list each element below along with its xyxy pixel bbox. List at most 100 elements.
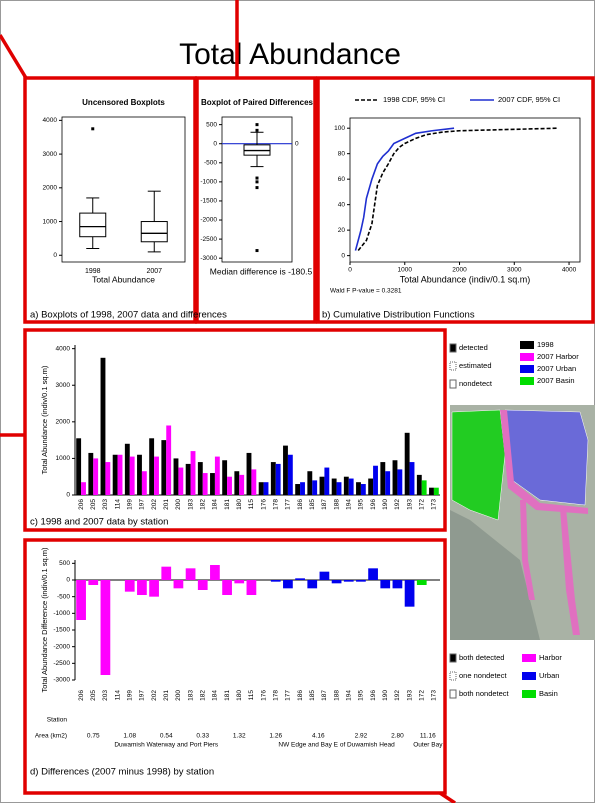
bar xyxy=(198,580,208,590)
legend-swatch xyxy=(450,672,456,680)
x-tick-label: 2000 xyxy=(452,267,467,274)
y-tick-label: 3000 xyxy=(43,151,58,158)
legend-label: both nondetect xyxy=(459,689,510,698)
bar xyxy=(271,580,281,582)
annotation: Median difference is -180.5 xyxy=(210,266,313,276)
bar xyxy=(210,473,215,495)
y-tick-label: -2500 xyxy=(200,236,217,243)
bar xyxy=(247,453,252,495)
bar xyxy=(307,580,317,588)
outlier xyxy=(256,123,259,126)
caption: b) Cumulative Distribution Functions xyxy=(322,310,475,321)
bar xyxy=(142,471,147,495)
bar xyxy=(105,462,110,495)
chart-title: Boxplot of Paired Differences xyxy=(201,98,314,107)
x-tick-label: 190 xyxy=(382,499,389,510)
bar xyxy=(349,479,354,495)
bar xyxy=(405,580,415,607)
x-tick-label: 188 xyxy=(333,499,340,510)
y-tick-label: -3000 xyxy=(200,255,217,262)
y-tick-label: -1000 xyxy=(200,179,217,186)
bar xyxy=(264,482,269,495)
legend-swatch xyxy=(450,362,456,370)
x-tick-label: 186 xyxy=(297,499,304,510)
bar xyxy=(88,453,93,495)
x-tick-label: 202 xyxy=(151,499,158,510)
bar xyxy=(227,477,232,495)
area-value: 0.75 xyxy=(87,733,100,740)
bar xyxy=(222,460,227,495)
outlier xyxy=(256,180,259,183)
box xyxy=(141,222,167,242)
bar xyxy=(101,358,106,495)
bar xyxy=(234,580,244,583)
bar xyxy=(203,473,208,495)
x-tick-label: 182 xyxy=(199,499,206,510)
legend-label: Basin xyxy=(539,689,558,698)
y-tick-label: -500 xyxy=(204,160,217,167)
legend-swatch xyxy=(450,380,456,388)
x-tick-label: 177 xyxy=(285,499,292,510)
x-tick-label: 199 xyxy=(126,690,133,701)
x-tick-label: 180 xyxy=(236,499,243,510)
bar xyxy=(380,580,390,588)
bar xyxy=(283,446,288,495)
bar xyxy=(166,425,171,495)
x-tick-label: 193 xyxy=(406,690,413,701)
x-tick-label: 194 xyxy=(345,690,352,701)
region-label: NW Edge and Bay E of Duwamish Head xyxy=(278,742,395,749)
x-tick-label: 192 xyxy=(394,690,401,701)
bar xyxy=(259,482,264,495)
legend-swatch xyxy=(522,654,536,662)
legend-label: 2007 Urban xyxy=(537,364,576,373)
x-tick-label: 200 xyxy=(175,499,182,510)
legend-swatch xyxy=(522,690,536,698)
bar xyxy=(312,480,317,495)
y-tick-label: 1000 xyxy=(43,218,58,225)
bar xyxy=(295,578,305,580)
x-tick-label: 205 xyxy=(90,690,97,701)
legend-label: 2007 CDF, 95% CI xyxy=(498,95,560,104)
bar xyxy=(295,484,300,495)
caption: a) Boxplots of 1998, 2007 data and diffe… xyxy=(30,310,227,321)
legend-swatch xyxy=(520,341,534,349)
bar xyxy=(422,480,427,495)
bar xyxy=(191,451,196,495)
x-tick-label: 173 xyxy=(431,499,438,510)
area-label: Area (km2) xyxy=(35,733,67,740)
bar xyxy=(125,444,130,495)
y-tick-label: -3000 xyxy=(53,677,70,684)
y-axis-label: Total Abundance (indiv/0.1 sq.m) xyxy=(40,365,49,474)
bar xyxy=(186,568,196,580)
page-title: Total Abundance xyxy=(179,38,401,71)
area-value: 0.33 xyxy=(196,733,209,740)
x-tick-label: 115 xyxy=(248,499,255,510)
bar xyxy=(356,580,366,582)
bar xyxy=(186,464,191,495)
x-tick-label: 200 xyxy=(175,690,182,701)
y-tick-label: 1000 xyxy=(56,455,71,462)
bar xyxy=(417,580,427,585)
x-tick-label: 197 xyxy=(139,690,146,701)
y-tick-label: 0 xyxy=(66,492,70,499)
bar xyxy=(288,455,293,495)
bar xyxy=(324,468,329,495)
bar xyxy=(271,462,276,495)
bar xyxy=(393,580,403,588)
bar xyxy=(356,482,361,495)
y-tick-label: -1000 xyxy=(53,610,70,617)
bar xyxy=(380,462,385,495)
bar xyxy=(300,482,305,495)
bar xyxy=(161,440,166,495)
bar xyxy=(234,471,239,495)
reference-label: 0 xyxy=(295,140,299,147)
x-tick-label: 188 xyxy=(333,690,340,701)
y-axis-label: Total Abundance Difference (indiv/0.1 sq… xyxy=(40,547,49,692)
x-tick-label: 114 xyxy=(114,499,121,510)
x-tick-label: 177 xyxy=(285,690,292,701)
legend-label: 2007 Basin xyxy=(537,376,575,385)
y-tick-label: -2500 xyxy=(53,660,70,667)
legend-swatch xyxy=(450,654,456,662)
y-tick-label: 100 xyxy=(334,125,345,132)
legend-swatch xyxy=(522,672,536,680)
